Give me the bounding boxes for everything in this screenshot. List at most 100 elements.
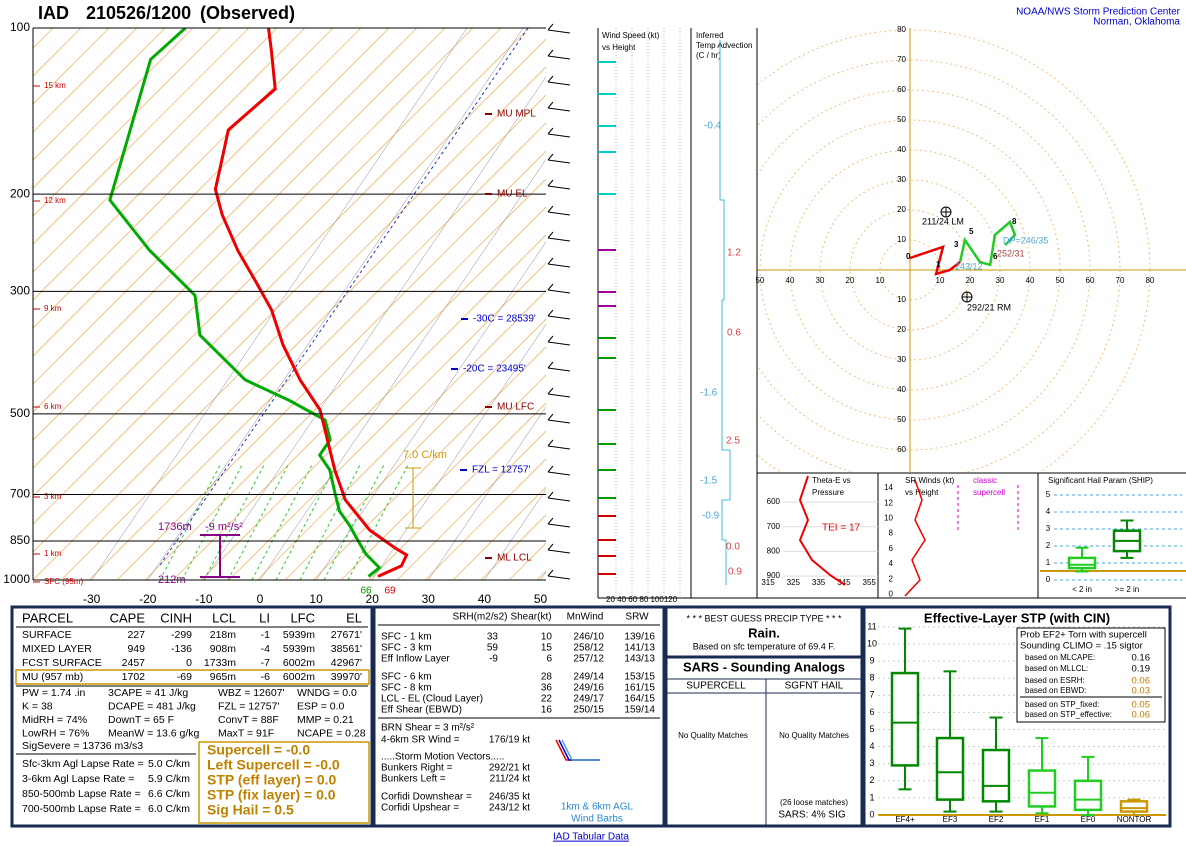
level-label: FZL = 12757'	[472, 465, 531, 476]
wind-barb	[547, 81, 571, 86]
composite-frame	[198, 741, 370, 824]
parcel-header: LI	[259, 610, 270, 625]
composite: Supercell = -0.0	[207, 742, 310, 758]
eff-srh: -9 m²/s²	[205, 521, 243, 533]
wind-barb	[547, 413, 554, 421]
parcel-cell: 5939m	[283, 643, 315, 655]
mixing-ratio	[181, 464, 243, 580]
kin-srw: 141/13	[624, 643, 655, 654]
tick-label: 315	[761, 578, 775, 587]
tick-label: 0	[869, 809, 874, 819]
wind-barb	[547, 29, 571, 34]
ring-label: 60	[897, 85, 906, 94]
index: MaxT = 91F	[218, 727, 274, 739]
wind-barb	[547, 283, 554, 291]
wind-barb	[547, 107, 571, 112]
index: FZL = 12757'	[218, 700, 279, 712]
level-label: -30C = 28539'	[473, 314, 536, 325]
hodo-label: 252/31	[997, 248, 1025, 258]
motion-value: 292/21 kt	[489, 763, 530, 774]
based-label: based on MLLCL:	[1025, 664, 1088, 673]
tick-label: 10	[867, 638, 877, 648]
height-label: 1 km	[44, 549, 62, 558]
sfc-dewpoint: 66	[360, 586, 372, 597]
sig-severe: SigSevere = 13736 m3/s3	[22, 740, 143, 752]
wind-barb	[547, 445, 571, 450]
panel-title: Significant Hail Param (SHIP)	[1048, 476, 1153, 485]
mu-highlight	[15, 669, 370, 685]
wind-barb	[547, 543, 554, 551]
motion-title: .....Storm Motion Vectors.....	[381, 752, 504, 763]
height-label: 12 km	[44, 196, 66, 205]
parcel-cell: 218m	[210, 629, 237, 641]
box	[935, 736, 965, 801]
wind-barb	[547, 237, 571, 242]
ring-label: 20	[966, 276, 975, 285]
box	[1073, 779, 1103, 812]
kin-label: SFC - 8 km	[381, 683, 432, 694]
tick-label: 11	[867, 621, 876, 631]
hodograph-plot	[757, 28, 1186, 472]
parcel-cell: 227	[127, 629, 145, 641]
kin-label: Eff Shear (EBWD)	[381, 705, 462, 716]
tabular-data-link[interactable]: IAD Tabular Data	[553, 832, 629, 843]
panel-frame	[862, 605, 1172, 828]
box	[981, 748, 1011, 803]
wind-barb	[547, 127, 554, 135]
ring-label: 10	[936, 276, 945, 285]
pressure-tick-label: 700	[10, 487, 30, 501]
kin-shear: 22	[541, 694, 553, 705]
wind-barb	[547, 465, 554, 473]
composite: Left Supercell = -0.0	[207, 757, 340, 773]
parcel-cell: -6	[261, 671, 270, 683]
panel-title: Wind Speed (kt)	[602, 31, 660, 40]
pressure-tick-label: 100	[10, 20, 30, 34]
hodo-km: 0	[906, 252, 911, 261]
parcel-cell: -136	[171, 643, 192, 655]
kin-srh: -9	[489, 654, 498, 665]
isotherm	[147, 28, 524, 580]
mixing-ratio	[159, 464, 221, 580]
wind-barb	[547, 387, 554, 395]
ring-label: 50	[897, 115, 906, 124]
level-label: MU EL	[497, 189, 528, 200]
advection-value: 0.0	[726, 542, 740, 553]
dry-adiabat	[256, 290, 546, 580]
tick-label: 4	[1046, 507, 1051, 516]
dry-adiabat	[200, 234, 546, 580]
tick-label: 800	[767, 547, 781, 556]
dry-adiabat	[452, 486, 546, 580]
center: NOAA/NWS Storm Prediction Center	[1016, 7, 1181, 18]
based-label: based on STP_effective:	[1025, 710, 1112, 719]
panel-frame	[10, 605, 374, 828]
hodo-km: 5	[969, 227, 974, 236]
hodo-km: 8	[1012, 217, 1017, 226]
sfc-temp: 69	[384, 586, 396, 597]
hodo-km: 6	[993, 252, 998, 261]
height-label: 6 km	[44, 402, 62, 411]
parcel-cell: 908m	[210, 643, 237, 655]
index: DCAPE = 481 J/kg	[108, 700, 196, 712]
kin-header: MnWind	[567, 612, 604, 623]
temp-tick-label: 10	[309, 592, 323, 606]
wind-barb	[547, 55, 571, 60]
parcel-cell: SURFACE	[22, 629, 72, 641]
wind-barb	[547, 491, 554, 499]
kin-label: LCL - EL (Cloud Layer)	[381, 694, 483, 705]
based-value: 0.06	[1132, 710, 1151, 721]
based-value: 0.05	[1132, 700, 1151, 711]
sars-sig: SARS: 4% SIG	[778, 810, 845, 821]
kin-shear: 6	[546, 654, 552, 665]
dry-adiabat	[60, 94, 546, 580]
lapse-rate-value: 6.0 C/km	[148, 803, 190, 815]
wind-barb	[547, 569, 554, 577]
dry-adiabat	[33, 28, 222, 217]
kin-label: SFC - 3 km	[381, 643, 432, 654]
hodo-km: 3	[954, 240, 959, 249]
hodograph-trace	[958, 219, 1017, 267]
isotherm	[91, 28, 468, 580]
composite: Sig Hail = 0.5	[207, 802, 294, 818]
eff-top: 1736m	[158, 521, 192, 533]
wind-barb	[547, 335, 554, 343]
index: DownT = 65 F	[108, 714, 174, 726]
